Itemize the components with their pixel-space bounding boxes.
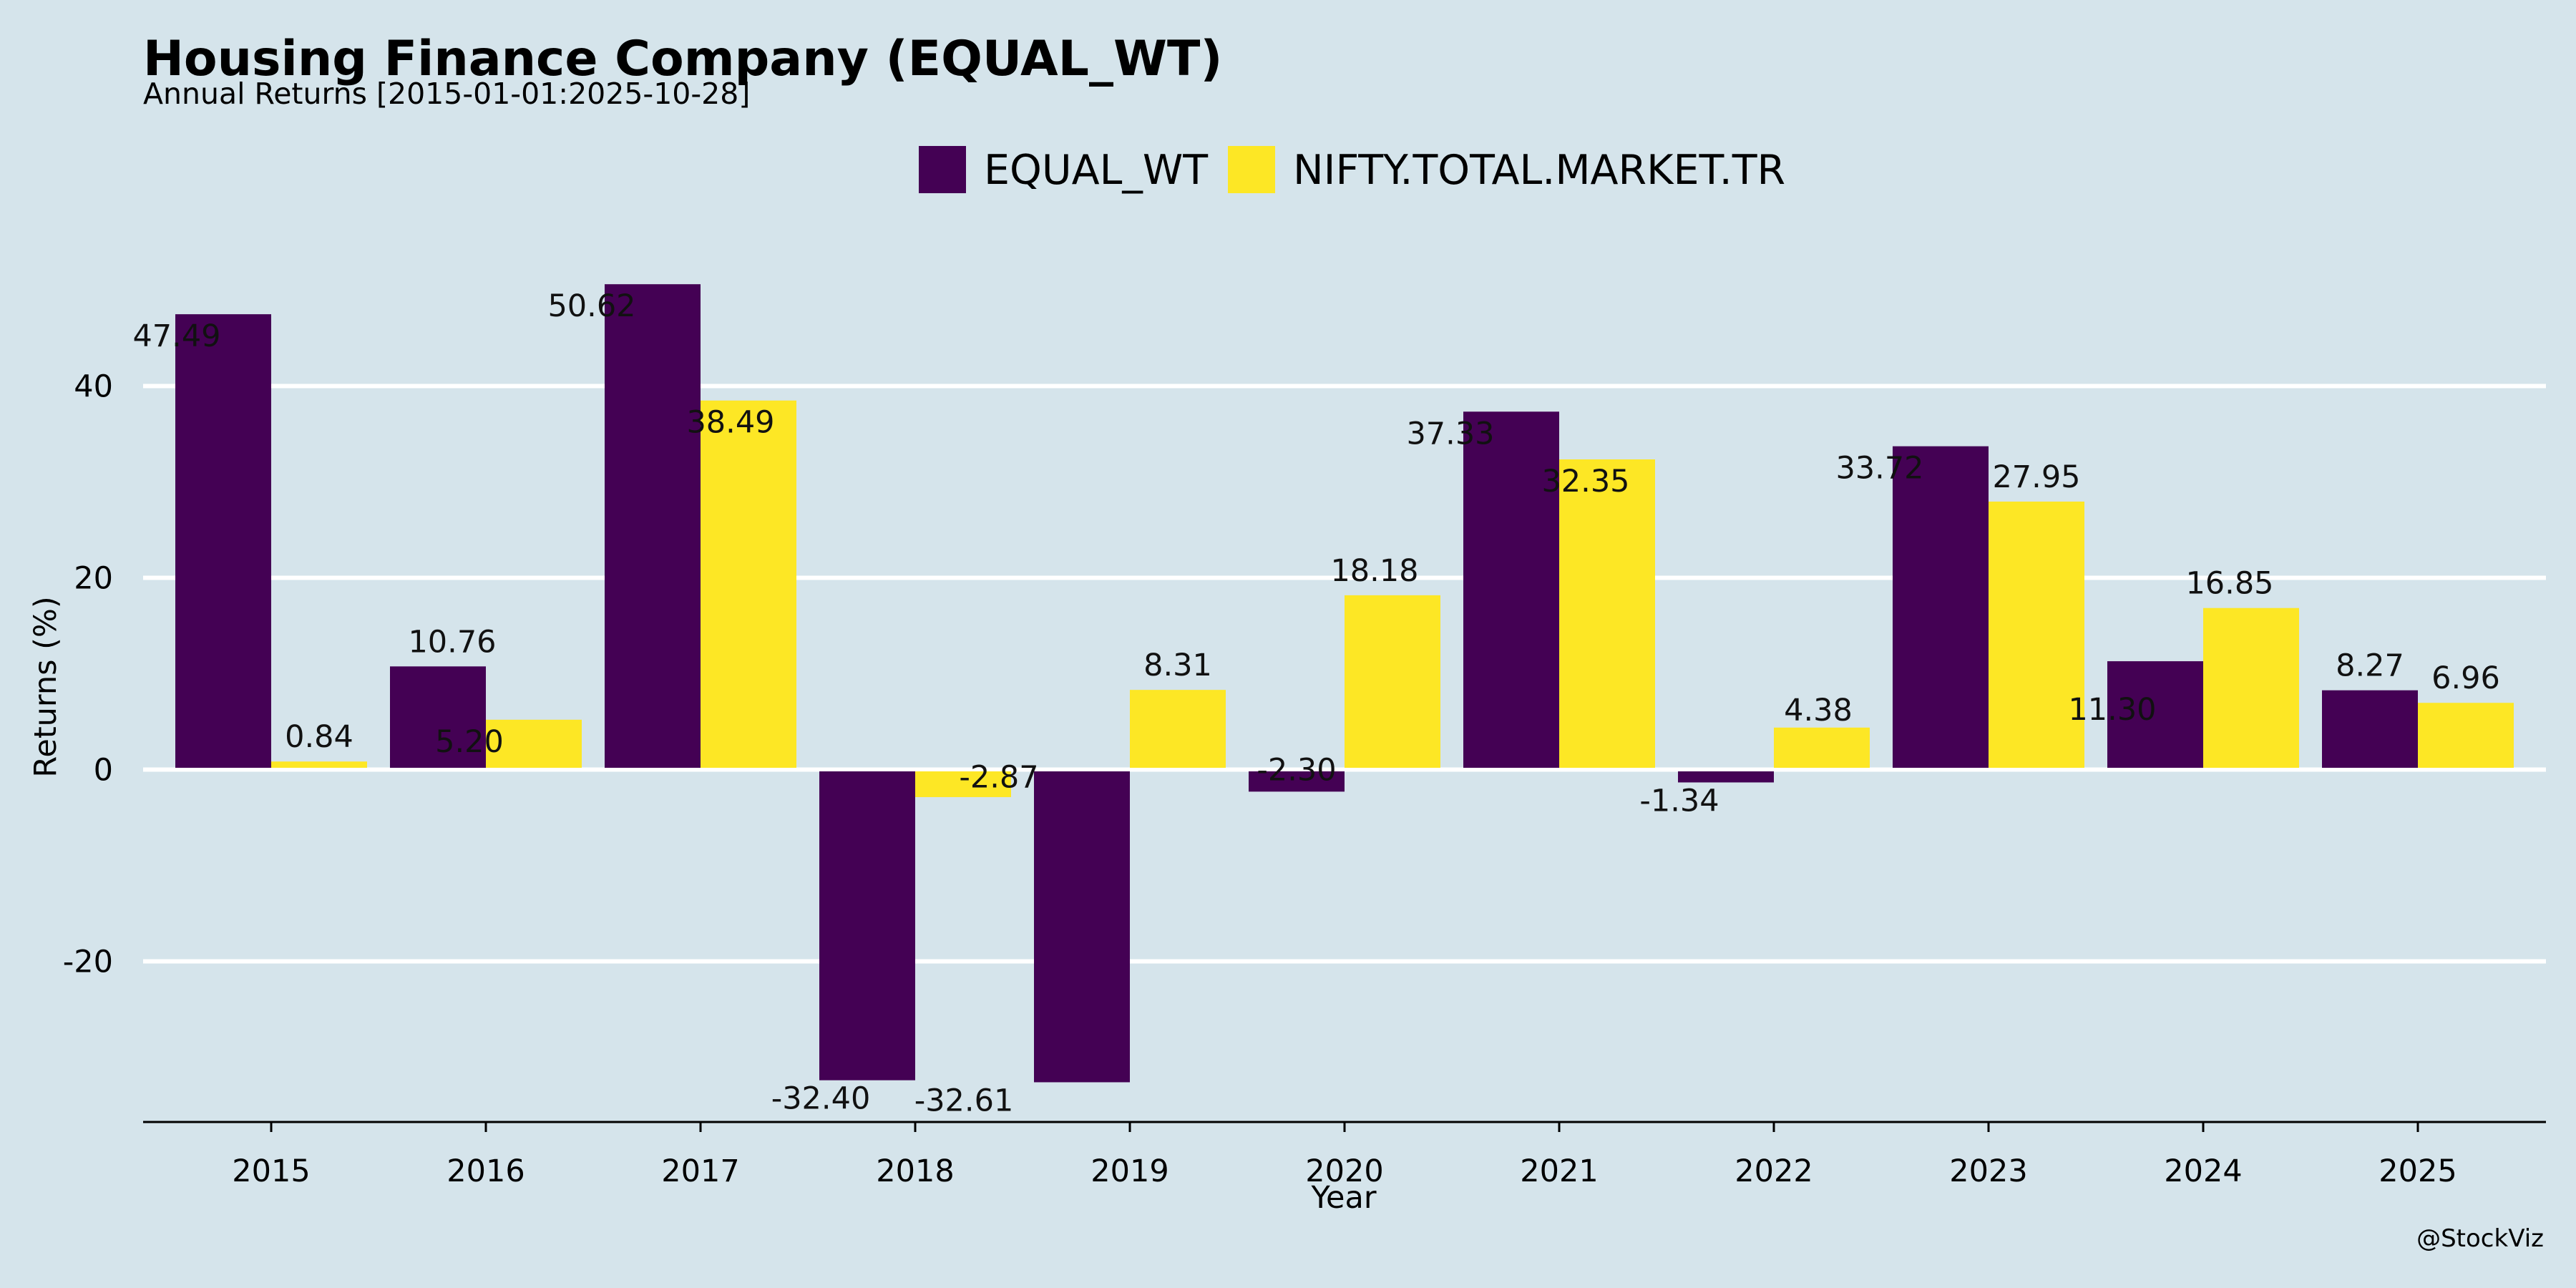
x-tick-label: 2020 <box>1305 1153 1383 1189</box>
bar-nifty-2016 <box>486 719 582 770</box>
x-axis: 2015 2016 2017 2018 2019 2020 2021 2022 2023 2024… <box>143 1121 2546 1189</box>
legend-label-nifty-total-market-tr: NIFTY.TOTAL.MARKET.TR <box>1293 147 1785 194</box>
data-label-nifty-2023: 27.95 <box>1992 459 2080 495</box>
bar-nifty-2019 <box>1130 690 1226 770</box>
bar-nifty-2021 <box>1559 459 1655 770</box>
legend-swatch-equal-wt <box>919 146 966 193</box>
legend-swatch-nifty-total-market-tr <box>1228 146 1275 193</box>
bar-equal-wt-2024 <box>2107 661 2203 770</box>
x-tick-label: 2015 <box>232 1153 310 1189</box>
bar-nifty-2018 <box>915 769 1011 797</box>
x-tick-label: 2021 <box>1520 1153 1598 1189</box>
x-tick-label: 2022 <box>1735 1153 1813 1189</box>
chart-subtitle: Annual Returns [2015-01-01:2025-10-28] <box>143 77 750 111</box>
bar-equal-wt-2018 <box>819 769 915 1080</box>
y-tick-label: 0 <box>94 753 113 789</box>
bar-nifty-2025 <box>2418 703 2514 770</box>
bar-nifty-2020 <box>1345 595 1440 770</box>
x-tick-label: 2019 <box>1091 1153 1169 1189</box>
y-tick-label: 40 <box>74 369 113 405</box>
y-axis-ticks: -20 0 20 40 <box>63 369 113 980</box>
x-tick-label: 2017 <box>661 1153 739 1189</box>
bar-nifty-2024 <box>2203 608 2299 770</box>
y-tick-label: 20 <box>74 561 113 597</box>
data-label-equal-wt-2019: -32.61 <box>914 1083 1014 1118</box>
x-tick-label: 2018 <box>876 1153 954 1189</box>
bar-equal-wt-2025 <box>2322 690 2418 770</box>
data-label-equal-wt-2016: 10.76 <box>408 624 496 660</box>
data-label-equal-wt-2018: -32.40 <box>771 1081 871 1117</box>
bar-equal-wt-2019 <box>1034 769 1130 1083</box>
bar-nifty-2017 <box>701 400 796 770</box>
bar-equal-wt-2022 <box>1678 769 1774 783</box>
data-label-nifty-2018: -2.87 <box>959 760 1038 796</box>
data-label-nifty-2025: 6.96 <box>2431 660 2500 696</box>
data-label-equal-wt-2023: 33.72 <box>1835 451 1923 487</box>
x-tick-label: 2023 <box>1949 1153 2027 1189</box>
data-label-equal-wt-2021: 37.33 <box>1406 416 1494 452</box>
watermark-caption: @StockViz <box>2416 1224 2544 1253</box>
y-axis-label: Returns (%) <box>28 596 64 777</box>
bar-nifty-2023 <box>1989 501 2084 770</box>
x-axis-label: Year <box>1310 1180 1376 1216</box>
data-labels: 47.49 10.76 50.62 -32.40 -32.61 -2.30 37.33 -1.… <box>132 288 2499 1118</box>
data-label-nifty-2021: 32.35 <box>1541 464 1629 499</box>
data-label-nifty-2022: 4.38 <box>1784 693 1853 728</box>
bar-equal-wt-2016 <box>390 666 486 770</box>
bar-nifty-2015 <box>271 761 367 770</box>
data-label-equal-wt-2015: 47.49 <box>132 318 220 354</box>
data-label-nifty-2024: 16.85 <box>2185 566 2273 602</box>
data-label-equal-wt-2025: 8.27 <box>2336 648 2404 684</box>
y-tick-label: -20 <box>63 945 113 980</box>
data-label-nifty-2017: 38.49 <box>686 405 774 441</box>
data-label-nifty-2020: 18.18 <box>1330 553 1418 589</box>
x-tick-label: 2025 <box>2379 1153 2457 1189</box>
bar-equal-wt-2021 <box>1463 411 1559 770</box>
legend-label-equal-wt: EQUAL_WT <box>984 147 1208 194</box>
bar-nifty-2022 <box>1774 727 1870 770</box>
bars <box>175 284 2514 1083</box>
data-label-nifty-2016: 5.20 <box>435 724 504 760</box>
bar-equal-wt-2020 <box>1249 769 1345 792</box>
legend: EQUAL_WT NIFTY.TOTAL.MARKET.TR <box>919 146 1785 194</box>
data-label-equal-wt-2020: -2.30 <box>1257 753 1336 789</box>
bar-equal-wt-2015 <box>175 314 271 770</box>
data-label-nifty-2015: 0.84 <box>285 719 353 755</box>
data-label-equal-wt-2024: 11.30 <box>2068 692 2156 728</box>
chart-title: Housing Finance Company (EQUAL_WT) <box>143 31 1222 87</box>
data-label-nifty-2019: 8.31 <box>1143 648 1212 683</box>
bar-equal-wt-2023 <box>1893 446 1989 770</box>
data-label-equal-wt-2017: 50.62 <box>547 288 635 324</box>
data-label-equal-wt-2022: -1.34 <box>1639 783 1719 819</box>
x-tick-label: 2024 <box>2164 1153 2242 1189</box>
x-tick-label: 2016 <box>447 1153 525 1189</box>
bar-equal-wt-2017 <box>605 284 701 770</box>
